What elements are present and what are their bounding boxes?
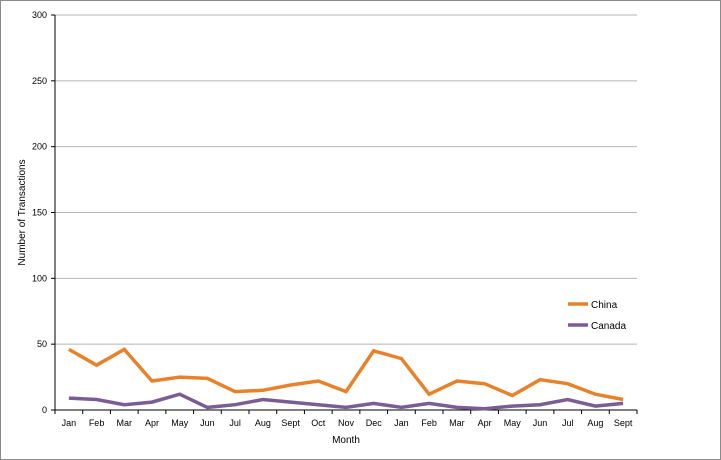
y-tick-label: 50 [37,339,47,349]
x-tick-labels: Jan Feb Mar Apr May Jun Jul Aug Sept Oct Nov Dec Jan… [54,410,638,428]
x-tick-label: Aug [587,418,603,428]
legend-label: China [591,300,618,311]
x-tick-label: Jan [394,418,409,428]
x-tick-label: Feb [421,418,437,428]
x-tick-label: Mar [449,418,465,428]
x-tick-label: Dec [366,418,383,428]
legend-label: Canada [591,321,626,332]
x-tick-label: Jul [562,418,574,428]
x-tick-label: Oct [311,418,326,428]
y-tick-label: 150 [32,208,47,218]
y-tick-labels: 0 50 100 150 200 250 300 [32,10,55,415]
gridlines [55,14,637,345]
x-tick-label: Sept [614,418,633,428]
x-tick-label: Jun [533,418,548,428]
x-tick-label: Feb [89,418,105,428]
y-tick-label: 100 [32,273,47,283]
x-tick-label: Apr [478,418,492,428]
x-tick-label: Nov [338,418,355,428]
y-axis-title: Number of Transactions [17,159,28,265]
x-tick-label: May [171,418,189,428]
y-tick-label: 200 [32,142,47,152]
x-tick-label: May [504,418,522,428]
x-tick-label: Apr [145,418,159,428]
y-tick-label: 0 [42,405,47,415]
x-tick-label: Sept [281,418,300,428]
y-tick-label: 300 [32,10,47,20]
x-tick-label: Jul [229,418,241,428]
legend: China Canada [568,300,626,332]
x-tick-label: Aug [255,418,271,428]
x-axis-title: Month [332,435,360,446]
series-line-china [68,347,624,402]
x-tick-label: Mar [117,418,133,428]
x-tick-label: Jun [200,418,215,428]
series-lines [68,347,624,411]
x-tick-label: Jan [62,418,77,428]
series-line-canada [68,392,624,411]
y-tick-label: 250 [32,76,47,86]
